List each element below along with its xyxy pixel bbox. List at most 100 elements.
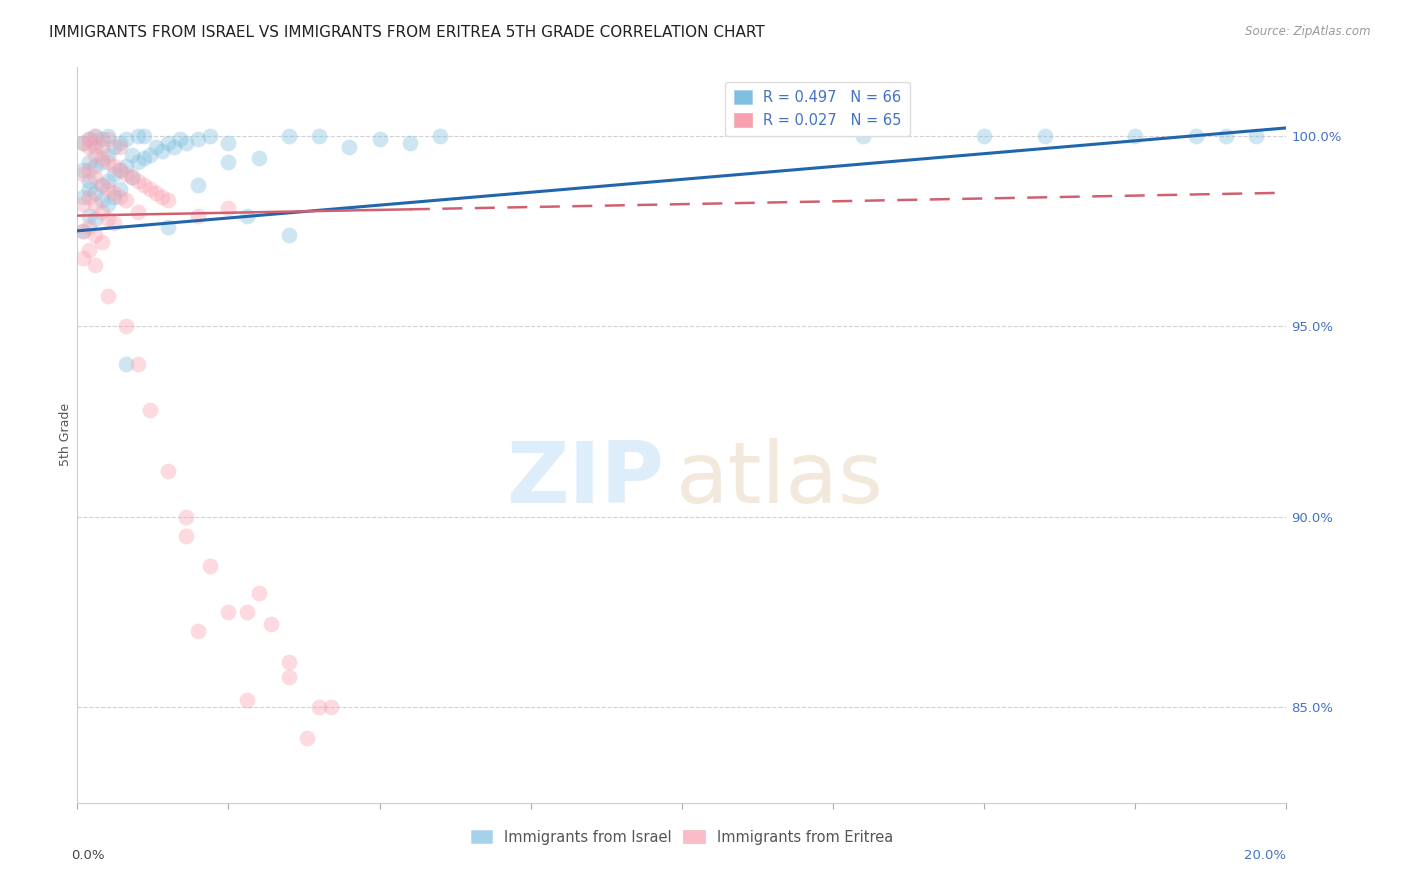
Point xyxy=(114,167,136,181)
Point xyxy=(132,178,155,193)
Point xyxy=(399,136,422,150)
Point xyxy=(278,655,301,669)
Point xyxy=(84,197,107,211)
Point xyxy=(90,178,112,193)
Point xyxy=(187,209,209,223)
Point xyxy=(90,204,112,219)
Point xyxy=(103,216,125,230)
Point xyxy=(108,136,131,150)
Point xyxy=(852,128,875,143)
Point xyxy=(79,243,101,257)
Point xyxy=(235,605,257,619)
Point xyxy=(79,132,101,146)
Point xyxy=(108,162,131,177)
Point xyxy=(79,132,101,146)
Point xyxy=(1215,128,1237,143)
Text: atlas: atlas xyxy=(676,437,884,521)
Point xyxy=(84,227,107,242)
Point xyxy=(103,159,125,173)
Point xyxy=(90,194,112,208)
Point xyxy=(96,155,118,169)
Point xyxy=(139,147,162,161)
Point xyxy=(1123,128,1146,143)
Point xyxy=(79,140,101,154)
Point xyxy=(103,167,125,181)
Point xyxy=(114,132,136,146)
Point xyxy=(132,152,155,166)
Point xyxy=(84,170,107,185)
Point xyxy=(174,509,197,524)
Point xyxy=(127,357,149,371)
Point xyxy=(132,128,155,143)
Point xyxy=(90,155,112,169)
Point xyxy=(157,136,180,150)
Point xyxy=(108,162,131,177)
Point xyxy=(72,224,94,238)
Point xyxy=(169,132,191,146)
Point xyxy=(218,155,240,169)
Point xyxy=(308,700,330,714)
Point xyxy=(278,128,301,143)
Text: ZIP: ZIP xyxy=(506,437,664,521)
Point xyxy=(84,136,107,150)
Point xyxy=(96,212,118,227)
Point xyxy=(79,182,101,196)
Point xyxy=(96,147,118,161)
Point xyxy=(79,162,101,177)
Point xyxy=(84,140,107,154)
Point xyxy=(127,128,149,143)
Point xyxy=(200,128,222,143)
Point xyxy=(139,182,162,196)
Point xyxy=(295,731,318,745)
Point xyxy=(84,186,107,200)
Point xyxy=(260,616,283,631)
Point xyxy=(96,182,118,196)
Point xyxy=(187,624,209,639)
Point xyxy=(72,197,94,211)
Point xyxy=(90,132,112,146)
Point xyxy=(114,357,136,371)
Point xyxy=(121,170,143,185)
Point xyxy=(72,167,94,181)
Point xyxy=(278,670,301,684)
Point xyxy=(96,197,118,211)
Point xyxy=(308,128,330,143)
Point xyxy=(145,186,167,200)
Point xyxy=(72,136,94,150)
Point xyxy=(235,693,257,707)
Text: IMMIGRANTS FROM ISRAEL VS IMMIGRANTS FROM ERITREA 5TH GRADE CORRELATION CHART: IMMIGRANTS FROM ISRAEL VS IMMIGRANTS FRO… xyxy=(49,25,765,40)
Point xyxy=(429,128,451,143)
Point xyxy=(84,128,107,143)
Legend: Immigrants from Israel, Immigrants from Eritrea: Immigrants from Israel, Immigrants from … xyxy=(465,824,898,851)
Point xyxy=(235,209,257,223)
Point xyxy=(96,174,118,188)
Point xyxy=(145,140,167,154)
Point xyxy=(187,132,209,146)
Y-axis label: 5th Grade: 5th Grade xyxy=(59,403,72,467)
Point xyxy=(187,178,209,193)
Point xyxy=(163,140,186,154)
Text: 0.0%: 0.0% xyxy=(72,848,105,862)
Point xyxy=(114,194,136,208)
Point xyxy=(127,204,149,219)
Point xyxy=(1184,128,1206,143)
Point xyxy=(150,144,173,158)
Point xyxy=(157,220,180,235)
Point xyxy=(1246,128,1268,143)
Point xyxy=(84,258,107,272)
Point xyxy=(321,700,343,714)
Point xyxy=(121,147,143,161)
Point xyxy=(150,189,173,203)
Point xyxy=(72,136,94,150)
Point xyxy=(247,152,270,166)
Point xyxy=(218,136,240,150)
Point xyxy=(84,128,107,143)
Point xyxy=(108,140,131,154)
Point xyxy=(200,559,222,574)
Point xyxy=(157,194,180,208)
Point xyxy=(90,152,112,166)
Point xyxy=(90,178,112,193)
Point xyxy=(174,529,197,543)
Point xyxy=(79,189,101,203)
Point xyxy=(103,140,125,154)
